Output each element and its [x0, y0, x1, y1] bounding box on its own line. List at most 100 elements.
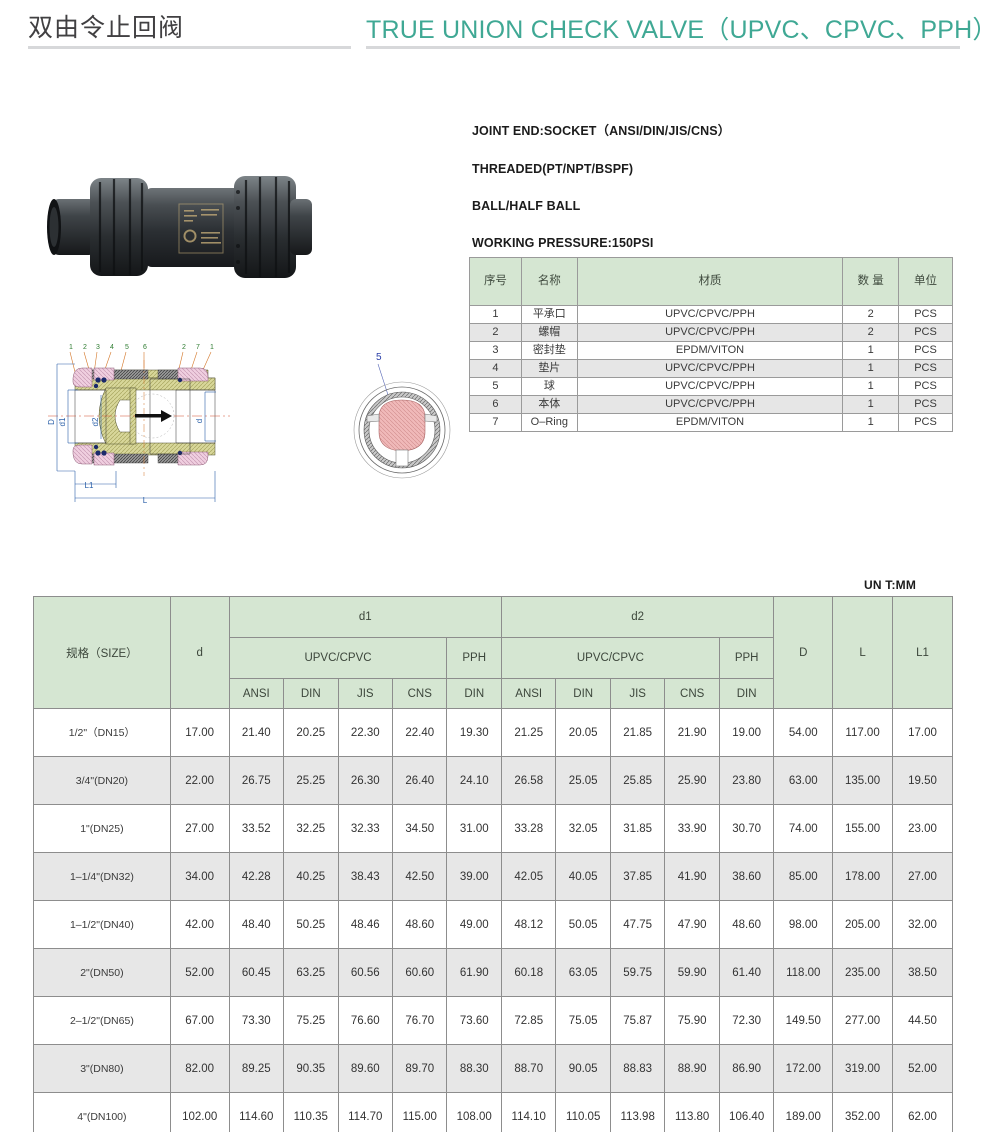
dim-cell-d2-0: 21.25 — [500, 708, 557, 757]
dim-cell-d1-1: 25.25 — [283, 756, 339, 805]
table-row: 3 密封垫 EPDM/VITON 1 PCS — [469, 341, 953, 360]
svg-text:1: 1 — [69, 344, 73, 351]
dim-cell-D: 54.00 — [773, 708, 834, 757]
dim-cell-d2-1: 50.05 — [555, 900, 611, 949]
part-unit: PCS — [898, 305, 953, 324]
dim-cell-D: 74.00 — [773, 804, 834, 853]
dim-cell-d1-4: 24.10 — [446, 756, 502, 805]
page-title-chinese: 双由令止回阀 — [28, 14, 185, 42]
dim-cell-d2-1: 40.05 — [555, 852, 611, 901]
dim-cell-d1-2: 114.70 — [337, 1092, 394, 1132]
dim-cell-d2-4: 61.40 — [718, 948, 775, 997]
dim-cell-L: 178.00 — [832, 852, 893, 901]
dim-cell-d1-1: 50.25 — [283, 900, 339, 949]
dim-header-d1-pph-din: DIN — [446, 678, 502, 709]
dim-cell-d2-2: 75.87 — [609, 996, 666, 1045]
dim-cell-d1-1: 32.25 — [283, 804, 339, 853]
part-name: 垫片 — [520, 359, 578, 378]
part-name: 本体 — [520, 395, 578, 414]
part-material: UPVC/CPVC/PPH — [576, 359, 844, 378]
dim-cell-L: 117.00 — [832, 708, 893, 757]
dim-cell-d1-0: 26.75 — [228, 756, 285, 805]
dim-cell-size: 3/4"(DN20) — [33, 756, 171, 805]
dim-cell-d1-0: 48.40 — [228, 900, 285, 949]
table-row: 1/2"（DN15） 17.00 21.40 20.25 22.30 22.40 19.30… — [33, 708, 954, 757]
part-unit: PCS — [898, 359, 953, 378]
part-no: 3 — [469, 341, 522, 360]
table-row: 6 本体 UPVC/CPVC/PPH 1 PCS — [469, 395, 953, 414]
dim-cell-d2-0: 60.18 — [500, 948, 557, 997]
specification-list: JOINT END:SOCKET（ANSI/DIN/JIS/CNS） THREA… — [472, 120, 942, 273]
dim-header-row-2: UPVC/CPVC PPH UPVC/CPVC PPH — [34, 637, 953, 679]
table-row: 7 O–Ring EPDM/VITON 1 PCS — [469, 413, 953, 432]
dim-cell-L: 235.00 — [832, 948, 893, 997]
dim-cell-d2-1: 25.05 — [555, 756, 611, 805]
part-qty: 1 — [842, 341, 900, 360]
dim-cell-d1-3: 115.00 — [391, 1092, 448, 1132]
dim-cell-d2-1: 63.05 — [555, 948, 611, 997]
dim-cell-d2-3: 41.90 — [664, 852, 720, 901]
dim-cell-d2-1: 32.05 — [555, 804, 611, 853]
dim-cell-d2-4: 23.80 — [718, 756, 775, 805]
dim-cell-d: 82.00 — [169, 1044, 230, 1093]
table-row: 1 平承口 UPVC/CPVC/PPH 2 PCS — [469, 305, 953, 324]
dim-cell-d1-4: 49.00 — [446, 900, 502, 949]
dim-header-d1-pph: PPH — [446, 637, 502, 679]
dim-cell-d1-0: 114.60 — [228, 1092, 285, 1132]
dim-cell-d2-1: 20.05 — [555, 708, 611, 757]
dim-cell-d1-4: 19.30 — [446, 708, 502, 757]
dim-cell-d2-0: 42.05 — [500, 852, 557, 901]
svg-text:1: 1 — [210, 344, 214, 351]
dim-cell-d2-4: 48.60 — [718, 900, 775, 949]
dim-header-size: 规格（SIZE） — [33, 596, 171, 709]
dim-cell-d2-3: 59.90 — [664, 948, 720, 997]
dim-cell-D: 189.00 — [773, 1092, 834, 1132]
part-unit: PCS — [898, 341, 953, 360]
part-name: 平承口 — [520, 305, 578, 324]
part-name: 螺帽 — [520, 323, 578, 342]
dim-cell-d1-4: 31.00 — [446, 804, 502, 853]
svg-text:d1: d1 — [58, 417, 67, 426]
dim-cell-d2-2: 31.85 — [609, 804, 666, 853]
dim-cell-d2-2: 88.83 — [609, 1044, 666, 1093]
title-divider-left — [28, 46, 351, 49]
dim-header-d2-ansi: ANSI — [500, 678, 557, 709]
dim-cell-d1-1: 90.35 — [283, 1044, 339, 1093]
page-header: 双由令止回阀 TRUE UNION CHECK VALVE（UPVC、CPVC、… — [0, 0, 1008, 62]
spec-joint-end: JOINT END:SOCKET（ANSI/DIN/JIS/CNS） — [472, 124, 731, 138]
dim-cell-d1-1: 75.25 — [283, 996, 339, 1045]
end-view-drawing: 5 — [353, 352, 451, 479]
part-material: UPVC/CPVC/PPH — [576, 395, 844, 414]
dim-cell-d1-0: 33.52 — [228, 804, 285, 853]
dim-cell-d2-1: 75.05 — [555, 996, 611, 1045]
dim-header-d1-jis: JIS — [337, 678, 394, 709]
dim-cell-d2-2: 113.98 — [609, 1092, 666, 1132]
spec-threaded: THREADED(PT/NPT/BSPF) — [472, 162, 634, 176]
dim-cell-size: 3"(DN80) — [33, 1044, 171, 1093]
dim-cell-d1-2: 26.30 — [337, 756, 394, 805]
dim-cell-d1-1: 40.25 — [283, 852, 339, 901]
dim-cell-d2-0: 26.58 — [500, 756, 557, 805]
dim-cell-d1-2: 76.60 — [337, 996, 394, 1045]
dim-cell-size: 2–1/2"(DN65) — [33, 996, 171, 1045]
dim-cell-d1-3: 34.50 — [391, 804, 448, 853]
svg-text:5: 5 — [376, 352, 382, 363]
dim-cell-d1-3: 26.40 — [391, 756, 448, 805]
dim-cell-d2-4: 106.40 — [718, 1092, 775, 1132]
parts-header-no: 序号 — [469, 257, 522, 306]
dim-cell-d2-4: 19.00 — [718, 708, 775, 757]
svg-text:7: 7 — [196, 344, 200, 351]
parts-header-qty: 数 量 — [842, 257, 900, 306]
dim-cell-d2-3: 47.90 — [664, 900, 720, 949]
dim-cell-d1-0: 60.45 — [228, 948, 285, 997]
table-row: 4"(DN100) 102.00 114.60 110.35 114.70 115.00 1… — [33, 1092, 954, 1132]
title-divider-right — [366, 46, 960, 49]
dim-cell-L: 205.00 — [832, 900, 893, 949]
dim-cell-d1-0: 42.28 — [228, 852, 285, 901]
dim-cell-d1-1: 20.25 — [283, 708, 339, 757]
svg-text:5: 5 — [125, 344, 129, 351]
dim-cell-L1: 23.00 — [891, 804, 954, 853]
part-name: O–Ring — [520, 413, 578, 432]
dim-cell-size: 2"(DN50) — [33, 948, 171, 997]
dim-cell-d1-3: 48.60 — [391, 900, 448, 949]
